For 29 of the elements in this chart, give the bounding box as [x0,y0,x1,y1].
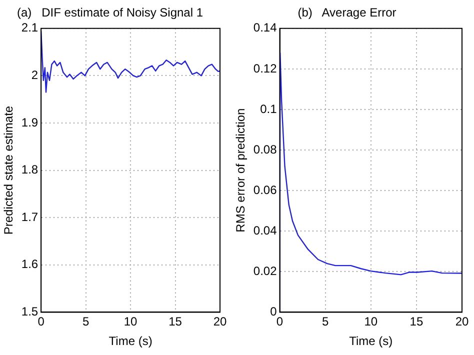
y-tick-label: 0.12 [253,61,278,76]
y-tick-label: 1.8 [21,162,38,177]
y-tick-label: 2.1 [21,20,38,35]
x-tick-label: 5 [322,314,329,329]
x-tick-label: 10 [124,314,138,329]
x-axis-title: Time (s) [349,334,393,348]
x-tick-label: 15 [168,314,182,329]
y-tick-label: 1.9 [21,115,38,130]
y-tick-label: 0.06 [253,182,278,197]
y-tick-label: 1.7 [21,210,38,224]
x-tick-label: 5 [82,314,90,329]
x-tick-label: 15 [410,314,424,329]
x-tick-label: 10 [364,314,378,329]
y-axis-title: Predicted state estimate [2,106,16,235]
y-tick-label: 2 [31,68,38,82]
y-tick-label: 0.14 [253,20,278,35]
y-tick-label: 1.6 [21,257,38,272]
y-tick-label: 1.5 [21,304,38,319]
y-tick-label: 0.08 [253,142,278,156]
x-tick-label: 20 [455,314,469,329]
y-axis-title: RMS error of prediction [234,108,248,232]
y-tick-label: 0.02 [253,264,278,278]
chart-title: (a) DIF estimate of Noisy Signal 1 [16,6,204,20]
chart-title: (b) Average Error [298,6,396,20]
y-tick-label: 0 [270,304,278,319]
x-tick-label: 20 [213,314,227,329]
x-axis-title: Time (s) [108,334,152,348]
y-tick-label: 0.1 [260,102,278,116]
y-tick-label: 0.04 [253,223,278,238]
